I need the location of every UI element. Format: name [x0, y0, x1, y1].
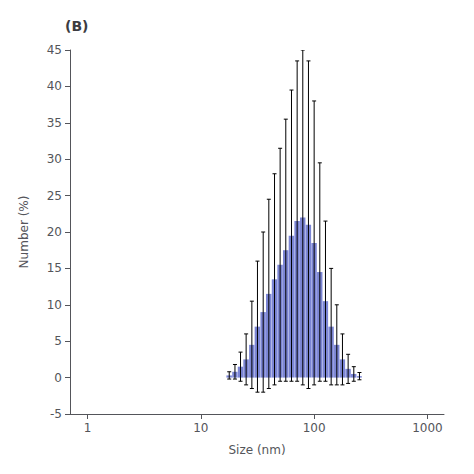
svg-text:20: 20 — [47, 225, 62, 239]
svg-text:10: 10 — [47, 298, 62, 312]
svg-text:-5: -5 — [50, 407, 62, 421]
svg-text:25: 25 — [47, 189, 62, 203]
svg-text:10: 10 — [193, 421, 208, 435]
svg-text:Size (nm): Size (nm) — [228, 443, 285, 457]
svg-text:15: 15 — [47, 261, 62, 275]
svg-text:0: 0 — [54, 371, 62, 385]
svg-text:5: 5 — [54, 334, 62, 348]
svg-text:30: 30 — [47, 152, 62, 166]
svg-text:1: 1 — [84, 421, 92, 435]
svg-text:45: 45 — [47, 43, 62, 57]
svg-text:40: 40 — [47, 79, 62, 93]
svg-text:35: 35 — [47, 116, 62, 130]
svg-text:100: 100 — [303, 421, 326, 435]
svg-text:Number (%): Number (%) — [17, 196, 31, 269]
svg-text:(B): (B) — [65, 18, 88, 34]
svg-text:1000: 1000 — [412, 421, 443, 435]
